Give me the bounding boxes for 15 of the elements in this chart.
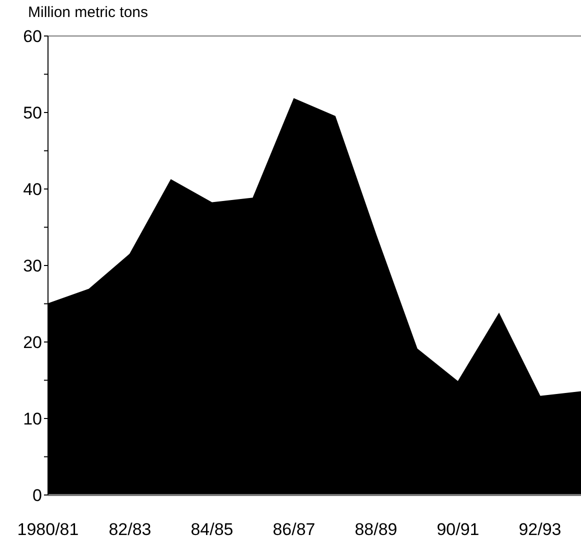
x-tick-label: 88/89 xyxy=(354,520,398,540)
x-tick-label: 90/91 xyxy=(436,520,480,540)
x-tick-label: 92/93 xyxy=(518,520,562,540)
y-tick-label: 10 xyxy=(23,410,42,429)
y-tick-label: 60 xyxy=(23,27,42,46)
y-tick-label: 0 xyxy=(32,486,42,506)
y-tick-label: 30 xyxy=(23,256,42,276)
y-tick-label: 20 xyxy=(23,333,42,352)
x-tick-label: 82/83 xyxy=(108,520,152,540)
y-axis-title: Million metric tons xyxy=(28,4,148,21)
x-tick-label: 84/85 xyxy=(190,520,234,540)
x-tick-label: 86/87 xyxy=(272,520,316,540)
y-tick-label: 50 xyxy=(23,104,42,123)
y-tick-label: 40 xyxy=(23,180,42,200)
x-tick-label: 1980/81 xyxy=(17,520,79,540)
